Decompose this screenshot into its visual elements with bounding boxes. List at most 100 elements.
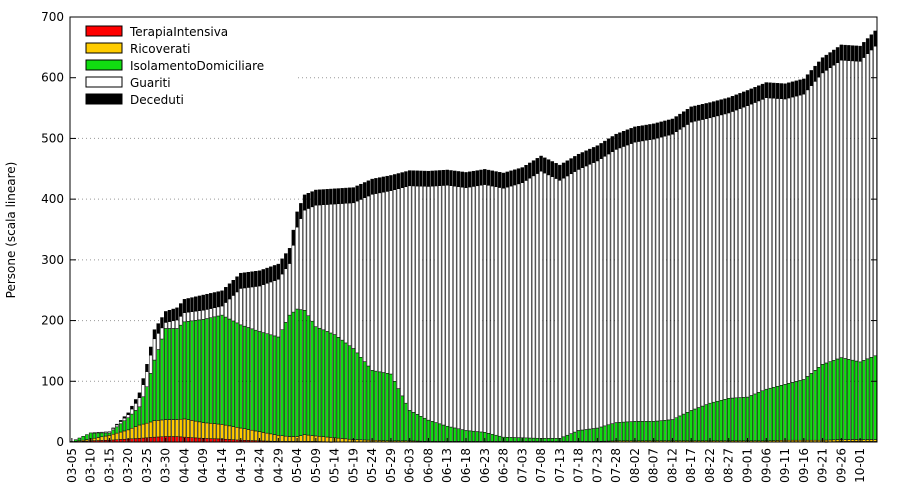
bar-Deceduti: [145, 364, 149, 372]
bar-Guariti: [407, 185, 412, 411]
y-tick-label: 400: [41, 192, 64, 206]
bar-IsolamentoDomiciliare: [738, 397, 742, 442]
bar-Deceduti: [666, 119, 671, 136]
bar-IsolamentoDomiciliare: [490, 433, 494, 442]
bar-Ricoverati: [122, 430, 127, 440]
bar-Deceduti: [775, 83, 780, 99]
bar-IsolamentoDomiciliare: [160, 338, 164, 421]
bar-Guariti: [509, 185, 513, 438]
y-tick-label: 500: [41, 131, 64, 145]
bar-IsolamentoDomiciliare: [805, 376, 810, 441]
bar-Guariti: [302, 209, 307, 311]
bar-Deceduti: [674, 116, 678, 132]
bar-Deceduti: [584, 150, 588, 167]
bar-Deceduti: [501, 172, 506, 189]
bar-IsolamentoDomiciliare: [610, 423, 615, 442]
bar-IsolamentoDomiciliare: [332, 334, 337, 439]
bar-IsolamentoDomiciliare: [254, 329, 258, 432]
bar-Guariti: [663, 135, 667, 421]
bar-IsolamentoDomiciliare: [284, 322, 288, 437]
bar-Guariti: [374, 193, 378, 372]
legend-swatch: [85, 25, 123, 37]
bar-Ricoverati: [96, 437, 100, 441]
bar-Deceduti: [160, 317, 164, 329]
bar-Ricoverati: [340, 438, 344, 443]
bar-IsolamentoDomiciliare: [111, 429, 115, 435]
bar-Ricoverati: [130, 427, 134, 440]
bar-Guariti: [775, 98, 780, 387]
bar-IsolamentoDomiciliare: [430, 421, 434, 442]
bar-IsolamentoDomiciliare: [396, 388, 401, 442]
bar-IsolamentoDomiciliare: [280, 329, 284, 436]
bar-IsolamentoDomiciliare: [734, 397, 738, 442]
legend-label: Deceduti: [130, 93, 184, 107]
bar-Deceduti: [366, 180, 371, 197]
bar-Guariti: [685, 124, 690, 413]
bar-Guariti: [546, 174, 551, 439]
bar-Guariti: [817, 76, 821, 368]
bar-Deceduti: [284, 253, 288, 270]
bar-Guariti: [678, 129, 682, 417]
axes: 0 100 200 300 400 500 600 700 03-05 03-10 03-15 03-…: [41, 10, 878, 483]
bar-Guariti: [723, 113, 727, 400]
bar-Guariti: [644, 140, 648, 422]
x-tick-label: 07-23: [590, 448, 604, 483]
bar-Deceduti: [873, 30, 877, 47]
bar-Ricoverati: [220, 424, 224, 440]
bar-Ricoverati: [336, 437, 341, 443]
bar-Guariti: [865, 53, 870, 360]
bar-Deceduti: [565, 160, 570, 177]
bar-Guariti: [576, 169, 581, 431]
bar-Deceduti: [347, 187, 352, 204]
x-tick-label: 06-03: [403, 448, 417, 483]
x-tick-label: 06-28: [497, 448, 511, 483]
bar-Deceduti: [550, 161, 555, 177]
bar-IsolamentoDomiciliare: [772, 386, 776, 441]
bar-Ricoverati: [167, 419, 172, 437]
bar-Deceduti: [531, 160, 536, 177]
bar-Deceduti: [212, 292, 217, 308]
bar-Deceduti: [351, 187, 356, 204]
bar-Guariti: [490, 185, 494, 435]
bar-IsolamentoDomiciliare: [321, 329, 326, 437]
bar-Guariti: [670, 133, 675, 420]
x-tick-label: 04-04: [177, 448, 191, 483]
bar-Ricoverati: [118, 431, 123, 440]
bar-Guariti: [588, 164, 592, 430]
bar-IsolamentoDomiciliare: [835, 358, 840, 440]
bar-Guariti: [715, 115, 720, 402]
bar-Deceduti: [670, 118, 675, 135]
legend-swatch: [85, 76, 123, 88]
bar-Deceduti: [520, 167, 525, 184]
bar-Guariti: [573, 171, 577, 433]
bar-Guariti: [798, 94, 802, 381]
legend-label: Guariti: [130, 76, 171, 90]
bar-TerapiaIntensiva: [197, 437, 202, 443]
bar-IsolamentoDomiciliare: [621, 421, 626, 442]
bar-Guariti: [843, 60, 847, 359]
bar-Deceduti: [122, 416, 127, 419]
bar-Deceduti: [392, 174, 397, 190]
bar-IsolamentoDomiciliare: [377, 371, 382, 441]
x-tick-label: 09-26: [834, 448, 848, 483]
bar-IsolamentoDomiciliare: [505, 437, 510, 442]
bar-Deceduti: [261, 269, 266, 285]
bar-Guariti: [501, 187, 506, 438]
x-tick-label: 06-23: [478, 448, 492, 483]
bar-Deceduti: [772, 82, 776, 99]
bar-IsolamentoDomiciliare: [389, 373, 393, 442]
bar-IsolamentoDomiciliare: [351, 348, 356, 440]
legend-swatch: [85, 42, 123, 54]
bar-Deceduti: [524, 165, 528, 181]
bar-TerapiaIntensiva: [171, 436, 175, 443]
bar-Deceduti: [216, 291, 220, 308]
bar-Deceduti: [685, 109, 690, 125]
bar-Deceduti: [325, 189, 329, 205]
bar-Ricoverati: [321, 436, 326, 442]
bar-IsolamentoDomiciliare: [839, 357, 844, 440]
bar-Deceduti: [539, 155, 543, 172]
bar-IsolamentoDomiciliare: [235, 322, 239, 428]
bar-Ricoverati: [299, 435, 303, 442]
bar-IsolamentoDomiciliare: [415, 414, 419, 442]
bar-IsolamentoDomiciliare: [276, 336, 281, 436]
